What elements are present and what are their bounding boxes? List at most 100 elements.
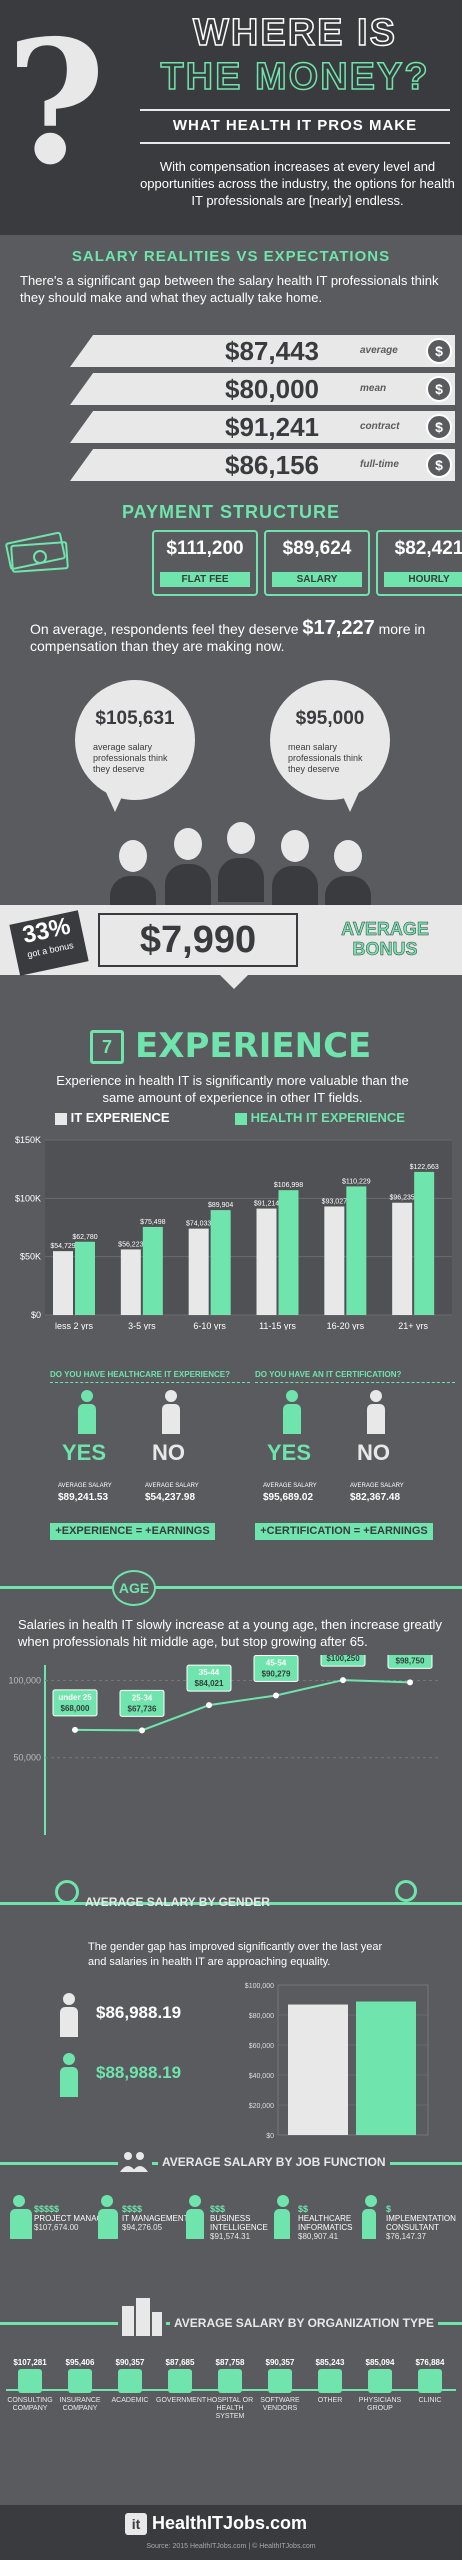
- org-salary: $87,685: [165, 2358, 195, 2367]
- job-name: HEALTHCARE INFORMATICS: [298, 2214, 353, 2232]
- age-label: 45-54 $90,279: [253, 1655, 299, 1682]
- footer-logo[interactable]: HealthITJobs.com: [152, 2513, 308, 2533]
- legend-health-it: HEALTH IT EXPERIENCE: [235, 1110, 405, 1125]
- job-salary: $107,674.00: [34, 2223, 79, 2232]
- bar-it: [188, 1228, 209, 1315]
- job-function-item: $ IMPLEMENTATION CONSULTANT $76,147.37: [386, 2205, 462, 2242]
- divider: [140, 109, 450, 111]
- org-name: ACADEMIC: [111, 2397, 149, 2404]
- job-salary: $76,147.37: [386, 2232, 427, 2241]
- org-type-item: $87,685 GOVERNMENT: [156, 2358, 206, 2417]
- y-tick-label: $50K: [20, 1252, 41, 1262]
- worker-figure-icon: [362, 2195, 377, 2239]
- dollar-coin-icon: $: [426, 452, 452, 478]
- svg-text:$84,021: $84,021: [195, 1679, 224, 1688]
- bubble-tail: [340, 790, 360, 812]
- x-tick-label: less 2 yrs: [55, 1321, 94, 1330]
- payment-heading: PAYMENT STRUCTURE: [121, 502, 340, 522]
- yes-salary: $95,689.02: [263, 1492, 314, 1503]
- bubble-tail: [105, 790, 125, 812]
- bar-value-label: $54,729: [50, 1243, 75, 1250]
- title-line2: THE MONEY?: [160, 55, 430, 99]
- expectation-bar: $91,241 contract: [70, 411, 455, 443]
- question-text: DO YOU HAVE HEALTHCARE IT EXPERIENCE?: [50, 1370, 250, 1383]
- org-salary: $90,357: [115, 2358, 145, 2367]
- age-point: [340, 1677, 346, 1684]
- worker-figure-icon: [10, 2195, 32, 2239]
- payment-label: FLAT FEE: [160, 572, 250, 587]
- age-label: 55-64$100,250: [320, 1655, 366, 1667]
- svg-text:35-44: 35-44: [199, 1668, 220, 1677]
- org-name: OTHER: [317, 2397, 343, 2404]
- svg-text:under 25: under 25: [58, 1693, 92, 1702]
- age-point: [206, 1702, 212, 1709]
- deserve-bubble: $105,631 average salary professionals thi…: [75, 680, 195, 800]
- no-label: NO: [357, 1440, 390, 1465]
- expectation-label: average: [360, 345, 398, 356]
- y-tick-label: $0: [31, 1310, 41, 1320]
- question-mark-icon: ?: [6, 3, 106, 203]
- worker-figure-icon: [186, 2195, 204, 2239]
- bonus-amount-box: $7,990: [98, 913, 298, 967]
- age-line-chart: 50,000 100,000 under 25 $68,000 25-34 $67,736…: [8, 1655, 440, 1835]
- expectation-value: $80,000: [225, 374, 319, 404]
- question-card: DO YOU HAVE HEALTHCARE IT EXPERIENCE? YES…: [50, 1370, 250, 1540]
- yes-salary: $89,241.53: [58, 1492, 109, 1503]
- female-salary: $86,988.19: [96, 2003, 182, 2022]
- bar-it: [256, 1208, 277, 1315]
- svg-text:$100,250: $100,250: [326, 1655, 360, 1663]
- org-type-item: $95,406 INSURANCE COMPANY: [56, 2358, 104, 2417]
- org-type-item: $85,243 OTHER: [306, 2358, 354, 2417]
- org-type-item: $90,357 ACADEMIC: [106, 2358, 154, 2417]
- org-salary: $85,243: [315, 2358, 345, 2367]
- y-tick-label: $150K: [15, 1135, 41, 1145]
- yes-figure-icon: [78, 1390, 96, 1434]
- job-name: IT MANAGEMENT: [122, 2214, 189, 2223]
- age-point: [407, 1679, 413, 1686]
- yes-figure-icon: [283, 1390, 301, 1434]
- avg-salary-caption: AVERAGE SALARY: [58, 1483, 112, 1489]
- yes-label: YES: [267, 1440, 312, 1465]
- y-tick-label: $100,000: [245, 1983, 274, 1990]
- payment-box: $82,421 HOURLY: [376, 530, 462, 596]
- job-function-item: $$$$ IT MANAGEMENT $94,276.05: [122, 2205, 202, 2233]
- y-tick-label: $60,000: [249, 2043, 274, 2050]
- people-group-icon: [118, 2150, 152, 2172]
- y-tick-label: $0: [266, 2133, 274, 2140]
- avg-salary-caption: AVERAGE SALARY: [350, 1483, 404, 1489]
- x-tick-label: 11-15 yrs: [259, 1321, 296, 1330]
- y-tick-label: $100K: [15, 1193, 41, 1203]
- female-figure-icon: [60, 1993, 78, 2037]
- job-name: IMPLEMENTATION CONSULTANT: [386, 2214, 456, 2232]
- expectation-label: mean: [360, 383, 387, 394]
- question-text: DO YOU HAVE AN IT CERTIFICATION?: [255, 1370, 455, 1383]
- earnings-pill: +CERTIFICATION = +EARNINGS: [255, 1523, 433, 1540]
- deserve-text: On average, respondents feel they deserv…: [30, 617, 426, 654]
- bar-health-it: [346, 1186, 367, 1315]
- bar-it: [53, 1251, 73, 1315]
- org-heading: AVERAGE SALARY BY ORGANIZATION TYPE: [170, 2316, 439, 2330]
- job-name: BUSINESS INTELLIGENCE: [210, 2214, 268, 2232]
- age-label: 25-34 $67,736: [119, 1689, 165, 1717]
- bonus-percent-tag: 33% got a bonus: [9, 910, 89, 976]
- org-name: HOSPITAL OR HEALTH SYSTEM: [206, 2397, 254, 2420]
- y-tick-label: $20,000: [249, 2103, 274, 2110]
- gender-bar: [288, 2004, 348, 2135]
- job-dollars: $$: [298, 2204, 309, 2214]
- intro-text: With compensation increases at every lev…: [140, 159, 455, 208]
- age-badge: AGE: [112, 1570, 156, 1606]
- bonus-band: 33% got a bonus $7,990 AVERAGE BONUS: [0, 905, 462, 976]
- age-point: [72, 1726, 78, 1733]
- bar-it: [392, 1202, 413, 1315]
- no-salary: $54,237.98: [145, 1492, 196, 1503]
- age-line: [74, 1679, 411, 1732]
- expectation-bar: $80,000 mean: [70, 373, 455, 405]
- dollar-coin-icon: $: [426, 414, 452, 440]
- earnings-pill: +EXPERIENCE = +EARNINGS: [50, 1523, 215, 1540]
- job-dollars: $$$$$: [34, 2204, 60, 2214]
- question-card: DO YOU HAVE AN IT CERTIFICATION? YES NO AVE…: [255, 1370, 455, 1540]
- bar-health-it: [278, 1190, 299, 1315]
- x-tick-label: 16-20 yrs: [327, 1321, 365, 1330]
- deserve-desc: mean salary professionals think they des…: [288, 742, 363, 774]
- subtitle: WHAT HEALTH IT PROS MAKE: [172, 117, 418, 134]
